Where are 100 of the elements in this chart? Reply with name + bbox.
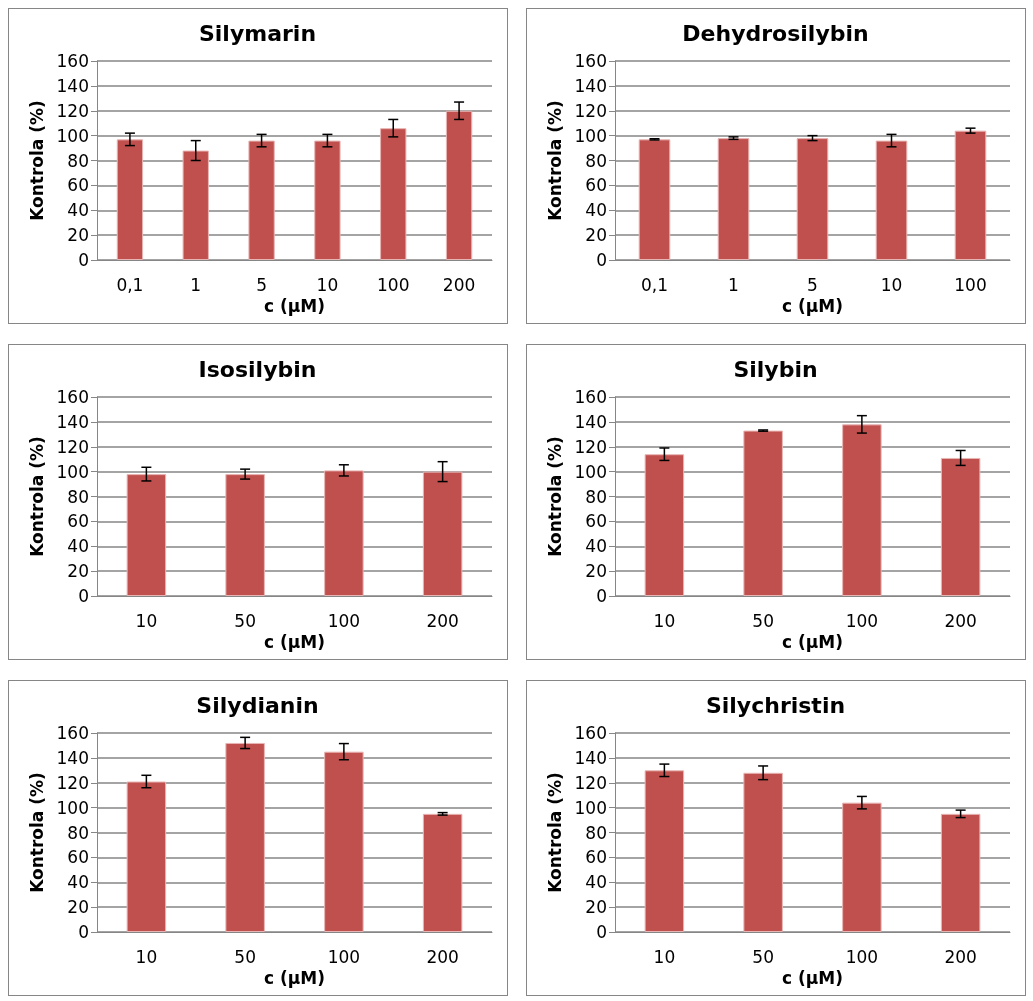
chart-title: Isosilybin — [198, 356, 317, 382]
x-tick-label: 1 — [190, 274, 202, 295]
x-tick-label: 50 — [234, 946, 256, 967]
bar — [743, 430, 783, 596]
y-tick-label: 100 — [574, 125, 607, 146]
y-tick-label: 20 — [67, 225, 89, 246]
x-tick-label: 200 — [426, 946, 459, 967]
x-tick-label: 200 — [944, 610, 977, 631]
y-axis-title: Kontrola (%) — [545, 772, 566, 893]
x-tick-label: 10 — [135, 946, 158, 967]
y-tick-label: 20 — [585, 225, 607, 246]
y-axis-title: Kontrola (%) — [27, 772, 48, 893]
y-tick-label: 100 — [56, 461, 89, 482]
y-tick-label: 0 — [78, 922, 89, 942]
bar — [445, 110, 473, 260]
y-tick-label: 40 — [67, 872, 89, 893]
y-tick-label: 0 — [78, 586, 89, 606]
x-tick-label: 10 — [880, 274, 903, 295]
x-tick-label: 0,1 — [640, 274, 669, 295]
x-tick-label: 200 — [426, 610, 459, 631]
y-tick-label: 140 — [574, 75, 607, 96]
y-tick-label: 20 — [67, 897, 89, 918]
y-tick-label: 160 — [574, 723, 607, 743]
y-axis-title: Kontrola (%) — [27, 436, 48, 557]
y-tick-label: 120 — [56, 100, 89, 121]
x-axis-title: c (μM) — [264, 968, 325, 989]
x-tick-label: 50 — [752, 610, 774, 631]
y-tick-label: 140 — [56, 75, 89, 96]
bar — [380, 128, 407, 260]
x-axis-title: c (μM) — [782, 296, 843, 317]
y-tick-label: 60 — [67, 847, 89, 868]
x-axis-title: c (μM) — [782, 632, 843, 653]
y-tick-label: 60 — [585, 175, 607, 196]
x-tick-label: 100 — [377, 274, 410, 295]
bar — [940, 457, 981, 596]
y-tick-label: 20 — [585, 561, 607, 582]
chart-title: Dehydrosilybin — [682, 20, 869, 46]
x-axis-title: c (μM) — [782, 968, 843, 989]
x-tick-label: 10 — [653, 946, 676, 967]
y-tick-label: 80 — [585, 822, 607, 843]
x-tick-label: 5 — [807, 274, 818, 295]
chart-title: Silydianin — [196, 692, 319, 718]
y-tick-label: 80 — [67, 150, 89, 171]
y-tick-label: 60 — [67, 511, 89, 532]
bar — [314, 140, 341, 260]
bar — [182, 150, 209, 260]
y-axis-title: Kontrola (%) — [545, 436, 566, 557]
y-tick-label: 40 — [585, 536, 607, 557]
y-tick-label: 80 — [585, 486, 607, 507]
bar — [324, 751, 364, 932]
y-tick-label: 120 — [574, 772, 607, 793]
bar — [644, 770, 685, 932]
chart-title: Silybin — [733, 356, 818, 382]
x-tick-label: 1 — [728, 274, 739, 295]
y-tick-label: 160 — [56, 723, 89, 743]
bar — [842, 424, 882, 596]
bar — [644, 454, 685, 596]
y-axis-title: Kontrola (%) — [545, 100, 566, 221]
y-tick-label: 60 — [585, 847, 607, 868]
x-tick-label: 100 — [327, 946, 361, 967]
y-tick-label: 140 — [574, 411, 607, 432]
y-tick-label: 100 — [574, 461, 607, 482]
x-axis-title: c (μM) — [264, 296, 325, 317]
x-tick-label: 100 — [954, 274, 987, 295]
y-tick-label: 40 — [585, 872, 607, 893]
x-tick-label: 5 — [256, 274, 267, 295]
y-tick-label: 0 — [596, 250, 607, 270]
bar — [940, 813, 981, 932]
y-tick-label: 60 — [585, 511, 607, 532]
y-tick-label: 120 — [56, 772, 89, 793]
y-tick-label: 0 — [78, 250, 89, 270]
y-tick-label: 60 — [67, 175, 89, 196]
x-tick-label: 50 — [234, 610, 256, 631]
x-tick-label: 50 — [752, 946, 774, 967]
bar — [126, 781, 167, 932]
y-tick-label: 160 — [56, 387, 89, 407]
x-tick-label: 10 — [316, 274, 339, 295]
y-tick-label: 20 — [67, 561, 89, 582]
y-tick-label: 140 — [56, 411, 89, 432]
x-tick-label: 200 — [442, 274, 476, 295]
chart-title: Silychristin — [705, 692, 846, 718]
bar — [116, 139, 144, 260]
y-tick-label: 80 — [67, 486, 89, 507]
bar — [248, 140, 275, 260]
x-tick-label: 0,1 — [116, 274, 144, 295]
x-tick-label: 100 — [845, 610, 879, 631]
x-tick-label: 10 — [653, 610, 676, 631]
y-tick-label: 160 — [574, 51, 607, 71]
x-tick-label: 100 — [845, 946, 879, 967]
bar — [842, 802, 882, 932]
y-tick-label: 0 — [596, 586, 607, 606]
y-tick-label: 80 — [67, 822, 89, 843]
y-tick-label: 20 — [585, 897, 607, 918]
y-tick-label: 40 — [67, 536, 89, 557]
x-axis-title: c (μM) — [264, 632, 325, 653]
y-tick-label: 80 — [585, 150, 607, 171]
y-tick-label: 100 — [56, 797, 89, 818]
x-tick-label: 100 — [327, 610, 361, 631]
y-tick-label: 40 — [67, 200, 89, 221]
y-tick-label: 140 — [56, 747, 89, 768]
